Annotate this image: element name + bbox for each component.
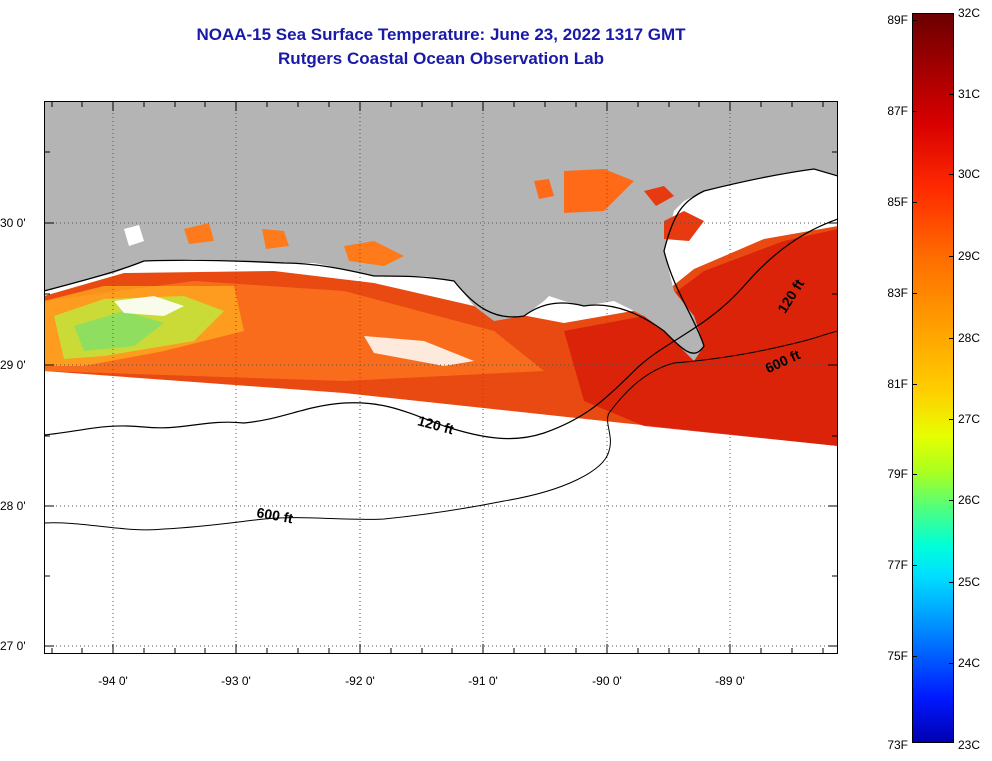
lon-label-94: -94 0' [98,674,128,688]
lon-label-90: -90 0' [592,674,622,688]
colorbar-tick [912,293,917,294]
sst-cloud-patch-2 [364,336,474,366]
colorbar-tick [912,384,917,385]
colorbar-f-83: 83F [887,286,908,300]
contour-label-600ft-west: 600 ft [255,504,294,526]
lon-label-93: -93 0' [221,674,251,688]
lake-6 [124,225,144,246]
colorbar-tick [949,338,954,339]
lon-label-91: -91 0' [468,674,498,688]
lat-label-28: 28 0' [0,499,26,513]
colorbar-tick [949,94,954,95]
colorbar-tick [912,111,917,112]
map-subtitle: Rutgers Coastal Ocean Observation Lab [278,49,604,68]
lake-5 [262,229,289,249]
sst-cloud-patch [114,296,184,316]
colorbar-f-75: 75F [887,649,908,663]
frame-ticks [44,101,838,654]
colorbar-c-31: 31C [958,87,981,101]
colorbar-tick [949,500,954,501]
colorbar-tick [912,565,917,566]
colorbar-f-81: 81F [887,377,908,391]
contour-120ft [44,218,838,440]
contour-600ft [44,330,838,531]
sst-map[interactable]: 120 ft 600 ft 120 ft 600 ft [44,101,838,654]
land-mass [44,101,838,361]
lat-label-29: 29 0' [0,358,26,372]
colorbar-c-24: 24C [958,656,981,670]
lake-4 [184,223,214,244]
colorbar-c-30: 30C [958,167,981,181]
colorbar-f-79: 79F [887,467,908,481]
temperature-colorbar [912,13,954,743]
colorbar-c-27: 27C [958,412,981,426]
colorbar-f-89: 89F [887,13,908,27]
colorbar-c-29: 29C [958,249,981,263]
coastline [44,168,838,354]
graticule [44,101,838,654]
colorbar-f-87: 87F [887,104,908,118]
colorbar-tick [949,663,954,664]
colorbar-tick [912,202,917,203]
colorbar-c-32: 32C [958,6,981,20]
colorbar-tick [949,419,954,420]
colorbar-tick [949,582,954,583]
lat-label-27: 27 0' [0,639,26,653]
colorbar-tick [912,474,917,475]
colorbar-c-23: 23C [958,738,981,752]
colorbar-tick [949,174,954,175]
colorbar-c-26: 26C [958,493,981,507]
colorbar-c-28: 28C [958,331,981,345]
lon-label-89: -89 0' [715,674,745,688]
colorbar-tick [912,656,917,657]
lon-label-92: -92 0' [345,674,375,688]
colorbar-f-85: 85F [887,195,908,209]
lat-label-30: 30 0' [0,216,26,230]
lake-2 [534,179,554,199]
lake-8 [664,211,704,241]
lake-7 [644,186,674,206]
lake-1 [564,169,634,213]
colorbar-f-77: 77F [887,558,908,572]
lake-3 [344,241,404,266]
colorbar-c-25: 25C [958,575,981,589]
map-title: NOAA-15 Sea Surface Temperature: June 23… [196,25,686,44]
colorbar-tick [949,256,954,257]
sst-green-patch-2 [74,311,164,351]
colorbar-f-73: 73F [887,738,908,752]
colorbar-tick [912,20,917,21]
